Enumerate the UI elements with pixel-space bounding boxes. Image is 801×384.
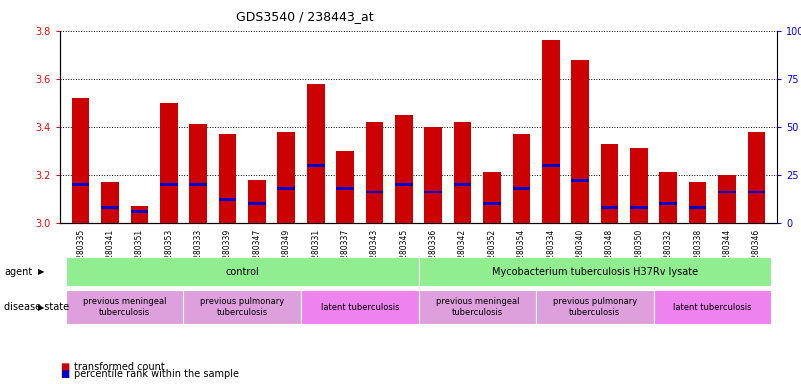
Text: disease state: disease state xyxy=(4,302,69,312)
Bar xyxy=(307,84,324,223)
Text: previous meningeal
tuberculosis: previous meningeal tuberculosis xyxy=(83,298,167,317)
Bar xyxy=(513,187,530,190)
Bar xyxy=(689,206,706,209)
Text: GDS3540 / 238443_at: GDS3540 / 238443_at xyxy=(235,10,373,23)
Text: transformed count: transformed count xyxy=(74,362,165,372)
Bar xyxy=(542,40,560,223)
Bar xyxy=(659,172,677,223)
Bar xyxy=(72,183,90,186)
Text: previous pulmonary
tuberculosis: previous pulmonary tuberculosis xyxy=(200,298,284,317)
Bar xyxy=(131,206,148,223)
Bar xyxy=(395,183,413,186)
Bar xyxy=(101,182,119,223)
Text: previous pulmonary
tuberculosis: previous pulmonary tuberculosis xyxy=(553,298,637,317)
Bar xyxy=(336,187,354,190)
Bar xyxy=(601,206,618,209)
Bar xyxy=(630,206,648,209)
Bar xyxy=(601,144,618,223)
Bar xyxy=(513,134,530,223)
Bar xyxy=(747,132,765,223)
Bar xyxy=(425,127,442,223)
Bar xyxy=(219,134,236,223)
Bar xyxy=(454,183,472,186)
Bar xyxy=(131,210,148,213)
Bar xyxy=(307,164,324,167)
Text: ■: ■ xyxy=(60,362,70,372)
Text: latent tuberculosis: latent tuberculosis xyxy=(673,303,751,312)
Bar xyxy=(718,175,736,223)
Text: ▶: ▶ xyxy=(38,267,44,276)
Bar xyxy=(483,202,501,205)
Bar xyxy=(395,115,413,223)
Bar xyxy=(718,190,736,194)
Text: ▶: ▶ xyxy=(38,303,44,312)
Bar xyxy=(72,98,90,223)
Bar xyxy=(542,164,560,167)
Bar xyxy=(101,206,119,209)
Text: ■: ■ xyxy=(60,369,70,379)
Bar xyxy=(160,103,178,223)
Bar xyxy=(483,172,501,223)
Bar xyxy=(277,187,295,190)
Bar xyxy=(189,183,207,186)
Bar xyxy=(248,180,266,223)
Bar xyxy=(336,151,354,223)
Text: control: control xyxy=(225,266,259,277)
Bar xyxy=(365,122,383,223)
Bar xyxy=(277,132,295,223)
Text: agent: agent xyxy=(4,266,32,277)
Bar xyxy=(659,202,677,205)
Bar xyxy=(747,190,765,194)
Text: percentile rank within the sample: percentile rank within the sample xyxy=(74,369,239,379)
Bar xyxy=(689,182,706,223)
Bar xyxy=(630,148,648,223)
Bar xyxy=(571,179,589,182)
Text: previous meningeal
tuberculosis: previous meningeal tuberculosis xyxy=(436,298,519,317)
Text: latent tuberculosis: latent tuberculosis xyxy=(320,303,399,312)
Bar xyxy=(160,183,178,186)
Bar xyxy=(219,198,236,201)
Bar xyxy=(189,124,207,223)
Bar xyxy=(571,60,589,223)
Bar xyxy=(248,202,266,205)
Bar xyxy=(365,190,383,194)
Bar xyxy=(454,122,472,223)
Text: Mycobacterium tuberculosis H37Rv lysate: Mycobacterium tuberculosis H37Rv lysate xyxy=(492,266,698,277)
Bar xyxy=(425,190,442,194)
